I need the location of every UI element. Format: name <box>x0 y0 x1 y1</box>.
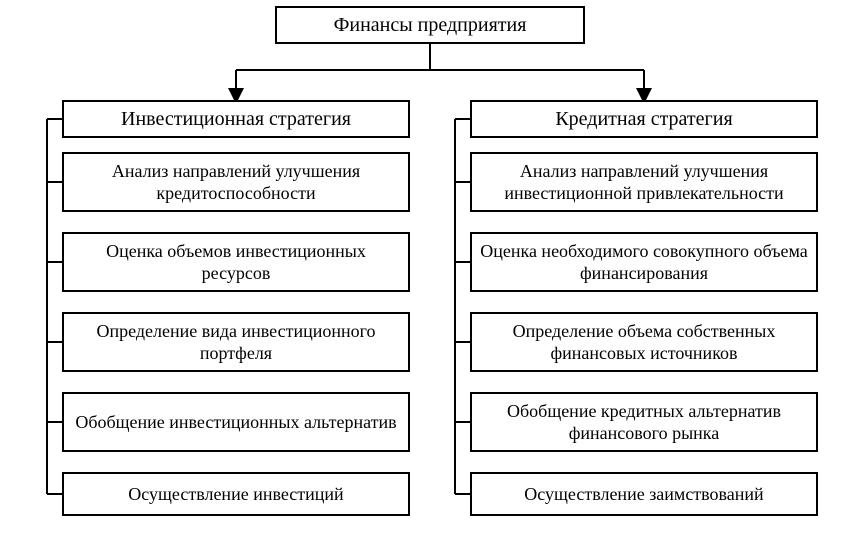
root-label: Финансы предприятия <box>334 13 527 38</box>
branch-header-right: Кредитная стратегия <box>470 100 818 138</box>
branch-header-right-label: Кредитная стратегия <box>555 107 732 132</box>
branch-right-item-label: Обобщение кредитных альтернатив финансов… <box>480 400 808 445</box>
branch-right-item-label: Осуществление заимствований <box>524 483 763 506</box>
branch-right-item: Осуществление заимствований <box>470 472 818 516</box>
branch-right-item-label: Анализ направлений улучшения инвестицион… <box>480 160 808 205</box>
branch-right-item: Обобщение кредитных альтернатив финансов… <box>470 392 818 452</box>
branch-header-left: Инвестиционная стратегия <box>62 100 410 138</box>
branch-left-item-label: Обобщение инвестиционных альтернатив <box>75 411 396 434</box>
branch-left-item-label: Оценка объемов инвестиционных ресурсов <box>72 240 400 285</box>
branch-left-item: Определение вида инвестиционного портфел… <box>62 312 410 372</box>
branch-left-item-label: Анализ направлений улучшения кредитоспос… <box>72 160 400 205</box>
branch-left-item: Анализ направлений улучшения кредитоспос… <box>62 152 410 212</box>
branch-left-item: Осуществление инвестиций <box>62 472 410 516</box>
branch-left-item: Оценка объемов инвестиционных ресурсов <box>62 232 410 292</box>
branch-header-left-label: Инвестиционная стратегия <box>121 107 351 132</box>
branch-left-item-label: Определение вида инвестиционного портфел… <box>72 320 400 365</box>
branch-right-item-label: Определение объема собственных финансовы… <box>480 320 808 365</box>
branch-left-item-label: Осуществление инвестиций <box>128 483 343 506</box>
branch-right-item: Оценка необходимого совокупного объема ф… <box>470 232 818 292</box>
root-node: Финансы предприятия <box>275 6 585 44</box>
branch-left-item: Обобщение инвестиционных альтернатив <box>62 392 410 452</box>
branch-right-item-label: Оценка необходимого совокупного объема ф… <box>480 240 808 285</box>
branch-right-item: Анализ направлений улучшения инвестицион… <box>470 152 818 212</box>
branch-right-item: Определение объема собственных финансовы… <box>470 312 818 372</box>
